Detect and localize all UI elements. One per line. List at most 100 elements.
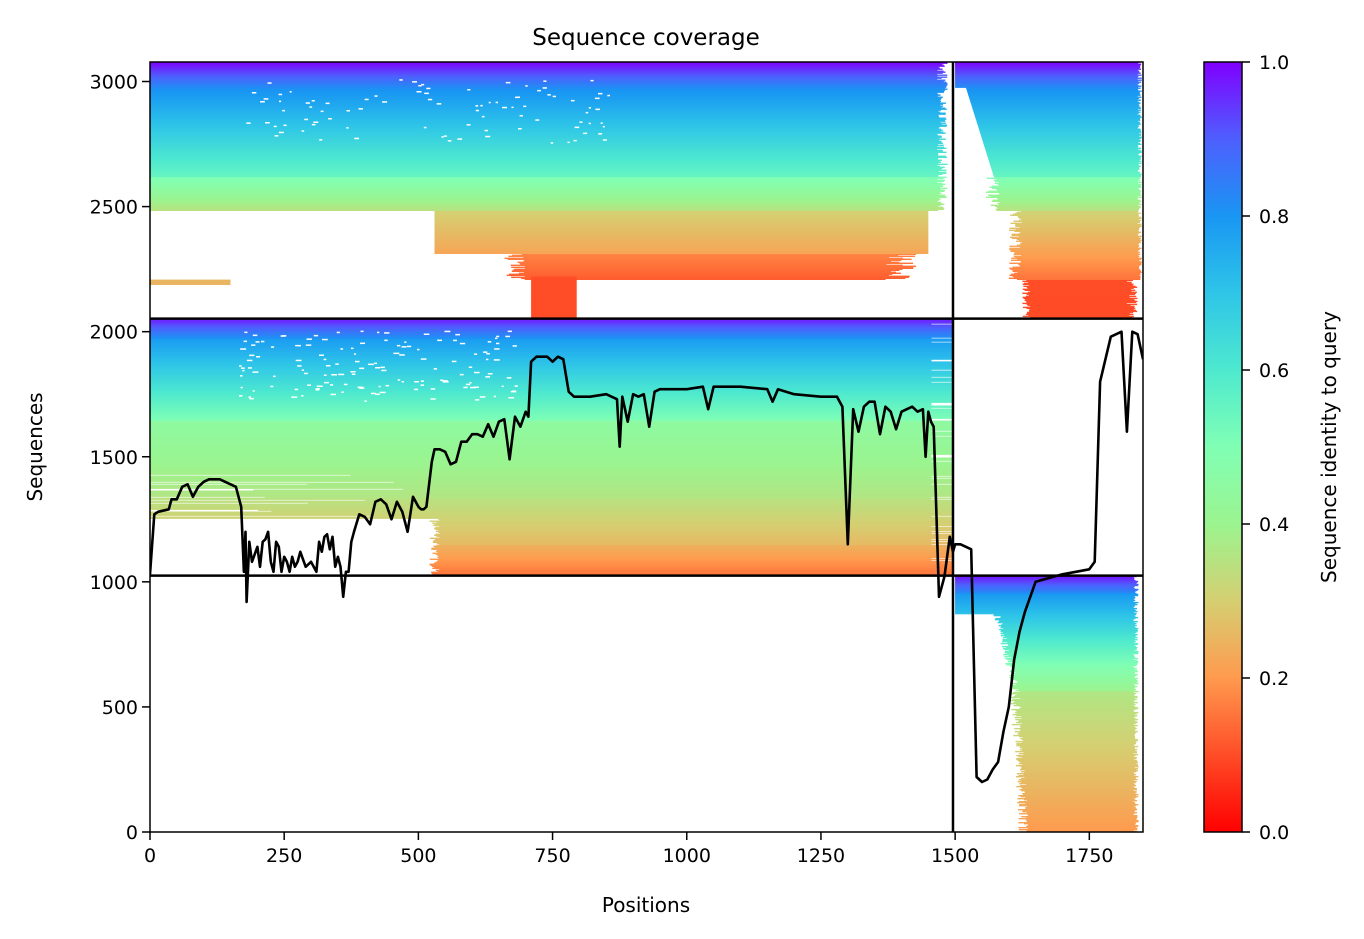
coverage-row (1005, 657, 1139, 660)
coverage-row (150, 347, 953, 349)
coverage-row (150, 445, 953, 447)
coverage-row (1019, 226, 1140, 228)
coverage-row (1002, 645, 1136, 648)
coverage-row (437, 560, 953, 562)
coverage-row (1014, 716, 1134, 719)
coverage-row (1020, 697, 1135, 700)
coverage-row (955, 579, 1136, 582)
coverage-row (1018, 795, 1137, 797)
gap-mark (598, 92, 603, 95)
coverage-row (1016, 714, 1138, 717)
coverage-row (1018, 235, 1142, 237)
coverage-row (150, 152, 939, 154)
coverage-row (1022, 736, 1135, 739)
coverage-row (150, 508, 953, 510)
coverage-row (150, 165, 940, 167)
coverage-row (435, 530, 932, 532)
coverage-row (150, 132, 946, 134)
coverage-row (955, 595, 1135, 598)
coverage-row (150, 76, 948, 78)
coverage-row (150, 401, 953, 403)
colorbar-tick-label: 0.4 (1259, 514, 1289, 536)
coverage-row (150, 124, 948, 126)
coverage-row (434, 539, 954, 541)
coverage-line (150, 330, 1143, 784)
coverage-row (433, 524, 954, 526)
coverage-row (1025, 808, 1137, 810)
coverage-row (150, 507, 953, 509)
coverage-row (150, 487, 953, 489)
coverage-row (1015, 683, 1134, 686)
coverage-row (1024, 289, 1136, 291)
coverage-row (1010, 249, 1139, 251)
coverage-row (955, 77, 1142, 79)
gap-mark (418, 85, 422, 87)
coverage-row (150, 389, 953, 391)
coverage-row (150, 146, 944, 148)
coverage-row (150, 173, 943, 175)
coverage-row (999, 628, 1138, 631)
gap-mark (465, 383, 471, 386)
coverage-row (434, 216, 929, 218)
coverage-row (1028, 824, 1135, 826)
coverage-row (1023, 751, 1137, 754)
coverage-row (1016, 773, 1135, 775)
gap-mark (602, 125, 605, 128)
coverage-row (150, 480, 953, 482)
coverage-row (150, 69, 938, 71)
coverage-row (150, 282, 231, 284)
gap-mark (355, 360, 360, 363)
coverage-row (992, 187, 1139, 189)
coverage-row (967, 92, 1141, 94)
gap-mark (343, 383, 348, 386)
gap-mark (323, 374, 327, 376)
gap-mark (240, 348, 247, 350)
coverage-row (1021, 717, 1136, 720)
coverage-row (511, 266, 914, 268)
coverage-row (150, 394, 953, 396)
gap-mark (436, 103, 442, 105)
coverage-row (971, 105, 1139, 107)
coverage-row (434, 250, 929, 252)
coverage-row (150, 478, 953, 480)
gap-mark (351, 373, 356, 375)
gap-mark (239, 365, 242, 367)
coverage-row (402, 488, 953, 490)
coverage-row (1016, 754, 1136, 757)
gap-mark (273, 125, 277, 128)
coverage-row (150, 155, 946, 157)
coverage-row (150, 375, 953, 377)
coverage-row (150, 78, 938, 80)
gap-mark (359, 367, 365, 370)
coverage-row (1019, 264, 1141, 266)
coverage-row (531, 288, 577, 291)
coverage-row (431, 548, 953, 550)
coverage-row (150, 114, 939, 116)
coverage-row (955, 587, 1135, 590)
coverage-row (150, 364, 953, 366)
coverage-row (150, 370, 953, 372)
coverage-row (150, 136, 942, 138)
coverage-row (150, 345, 953, 347)
coverage-row (508, 255, 916, 257)
gap-mark (380, 366, 385, 369)
coverage-row (150, 91, 944, 93)
coverage-row (438, 531, 953, 533)
coverage-row (150, 117, 946, 119)
coverage-row (150, 473, 953, 475)
gap-mark (280, 335, 285, 337)
gap-mark (271, 346, 275, 348)
coverage-row (439, 532, 932, 534)
gap-mark (331, 374, 337, 376)
x-tick-label: 750 (534, 845, 570, 867)
coverage-row (1012, 685, 1138, 688)
coverage-row (1023, 794, 1139, 796)
coverage-row (1023, 753, 1139, 756)
gap-mark (437, 339, 443, 342)
coverage-row (955, 598, 1134, 601)
coverage-row (1021, 715, 1136, 718)
coverage-row (1019, 805, 1137, 807)
coverage-row (955, 67, 1140, 69)
coverage-row (1000, 615, 1136, 618)
coverage-row (1028, 815, 1138, 817)
